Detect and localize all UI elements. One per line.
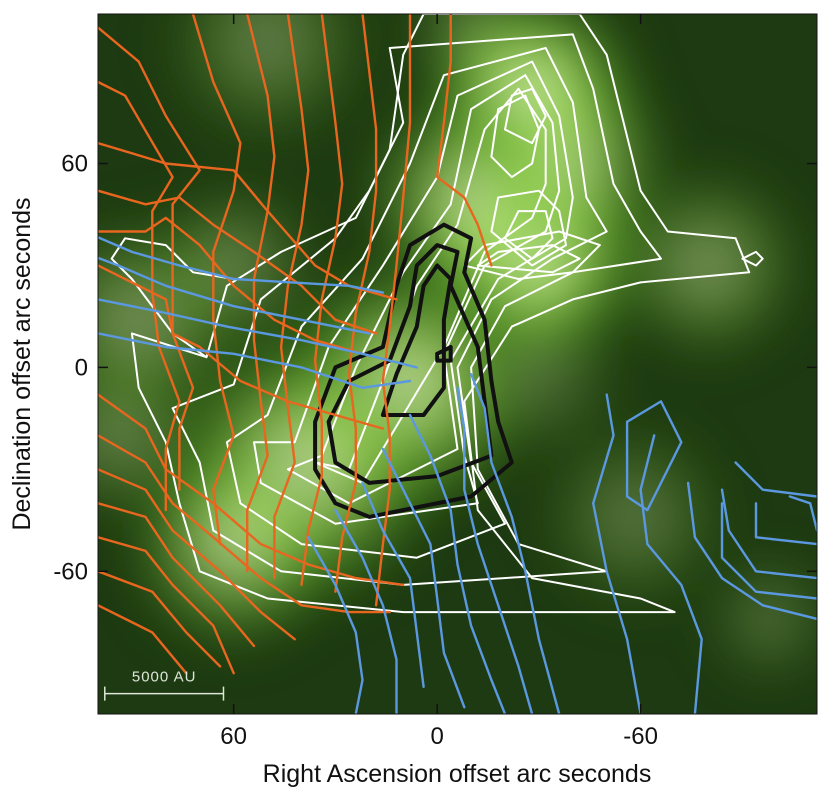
contour-3-2 [98,298,418,369]
contour-0-11 [476,244,581,274]
contour-2-11 [98,80,181,512]
contour-2-2 [98,216,364,355]
image-blob-14 [441,276,637,472]
x-tick-label-2: -60 [623,723,658,750]
contour-2-3 [98,264,385,430]
contour-0-9 [504,210,554,260]
contour-3-19 [788,495,817,532]
contour-0-7 [504,87,547,145]
contour-0-12 [741,250,764,267]
contour-2-7 [98,502,256,648]
contour-0-3 [253,60,574,525]
contour-2-6 [98,468,296,641]
image-blob-15 [395,14,548,104]
y-tick-label-1: 0 [75,354,88,381]
contour-1-2 [380,263,453,417]
contour-0-5 [314,87,547,484]
image-blob-10 [135,167,332,364]
contour-2-4 [98,393,405,587]
y-axis-title: Declination offset arc seconds [8,197,36,530]
contour-2-18 [374,14,412,607]
contour-2-8 [98,536,235,675]
contour-3-15 [734,461,817,498]
scale-bar: 5000 AU [104,669,225,701]
contour-2-10 [98,604,188,675]
axis-ticks: 60 0 -60 60 0 -60 [53,14,817,750]
contour-0-4 [286,74,561,505]
contour-3-18 [754,502,817,546]
contour-layer-3 [98,236,817,714]
contour-1-0 [313,222,514,519]
contour-0-8 [490,189,567,267]
contour-2-19 [436,14,493,267]
plot-area: 5000 AU [98,14,817,714]
contour-3-4 [469,373,561,714]
contour-3-13 [686,481,817,621]
y-tick-label-0: 60 [61,151,88,178]
contour-3-9 [334,508,398,714]
contour-2-16 [300,14,344,587]
image-blob-7 [599,156,817,374]
y-tick-label-2: -60 [53,558,88,585]
contour-layers [98,14,817,714]
contour-1-3 [435,345,453,363]
contour-2-5 [98,434,391,614]
contour-3-8 [361,481,425,688]
plot-frame [97,13,818,715]
scale-bar-label: 5000 AU [132,669,197,686]
contour-0-2 [225,47,608,559]
contour-3-7 [381,447,466,709]
contour-2-13 [191,14,242,546]
contour-3-1 [98,256,371,335]
contour-2-12 [98,26,201,491]
contour-3-17 [720,502,817,600]
contour-3-11 [592,393,642,714]
contour-3-6 [408,413,507,714]
contour-3-16 [720,488,817,580]
x-tick-label-1: 0 [430,723,443,750]
contour-3-5 [456,386,534,714]
contour-3-14 [625,400,683,512]
contour-3-12 [639,434,703,714]
x-tick-label-0: 60 [220,723,247,750]
contour-3-10 [307,536,364,714]
contour-2-9 [98,570,222,668]
x-axis-title: Right Ascension offset arc seconds [263,760,652,788]
contour-3-0 [98,236,385,294]
contour-3-3 [98,332,412,389]
contour-2-17 [334,14,378,593]
contour-2-1 [98,189,378,335]
